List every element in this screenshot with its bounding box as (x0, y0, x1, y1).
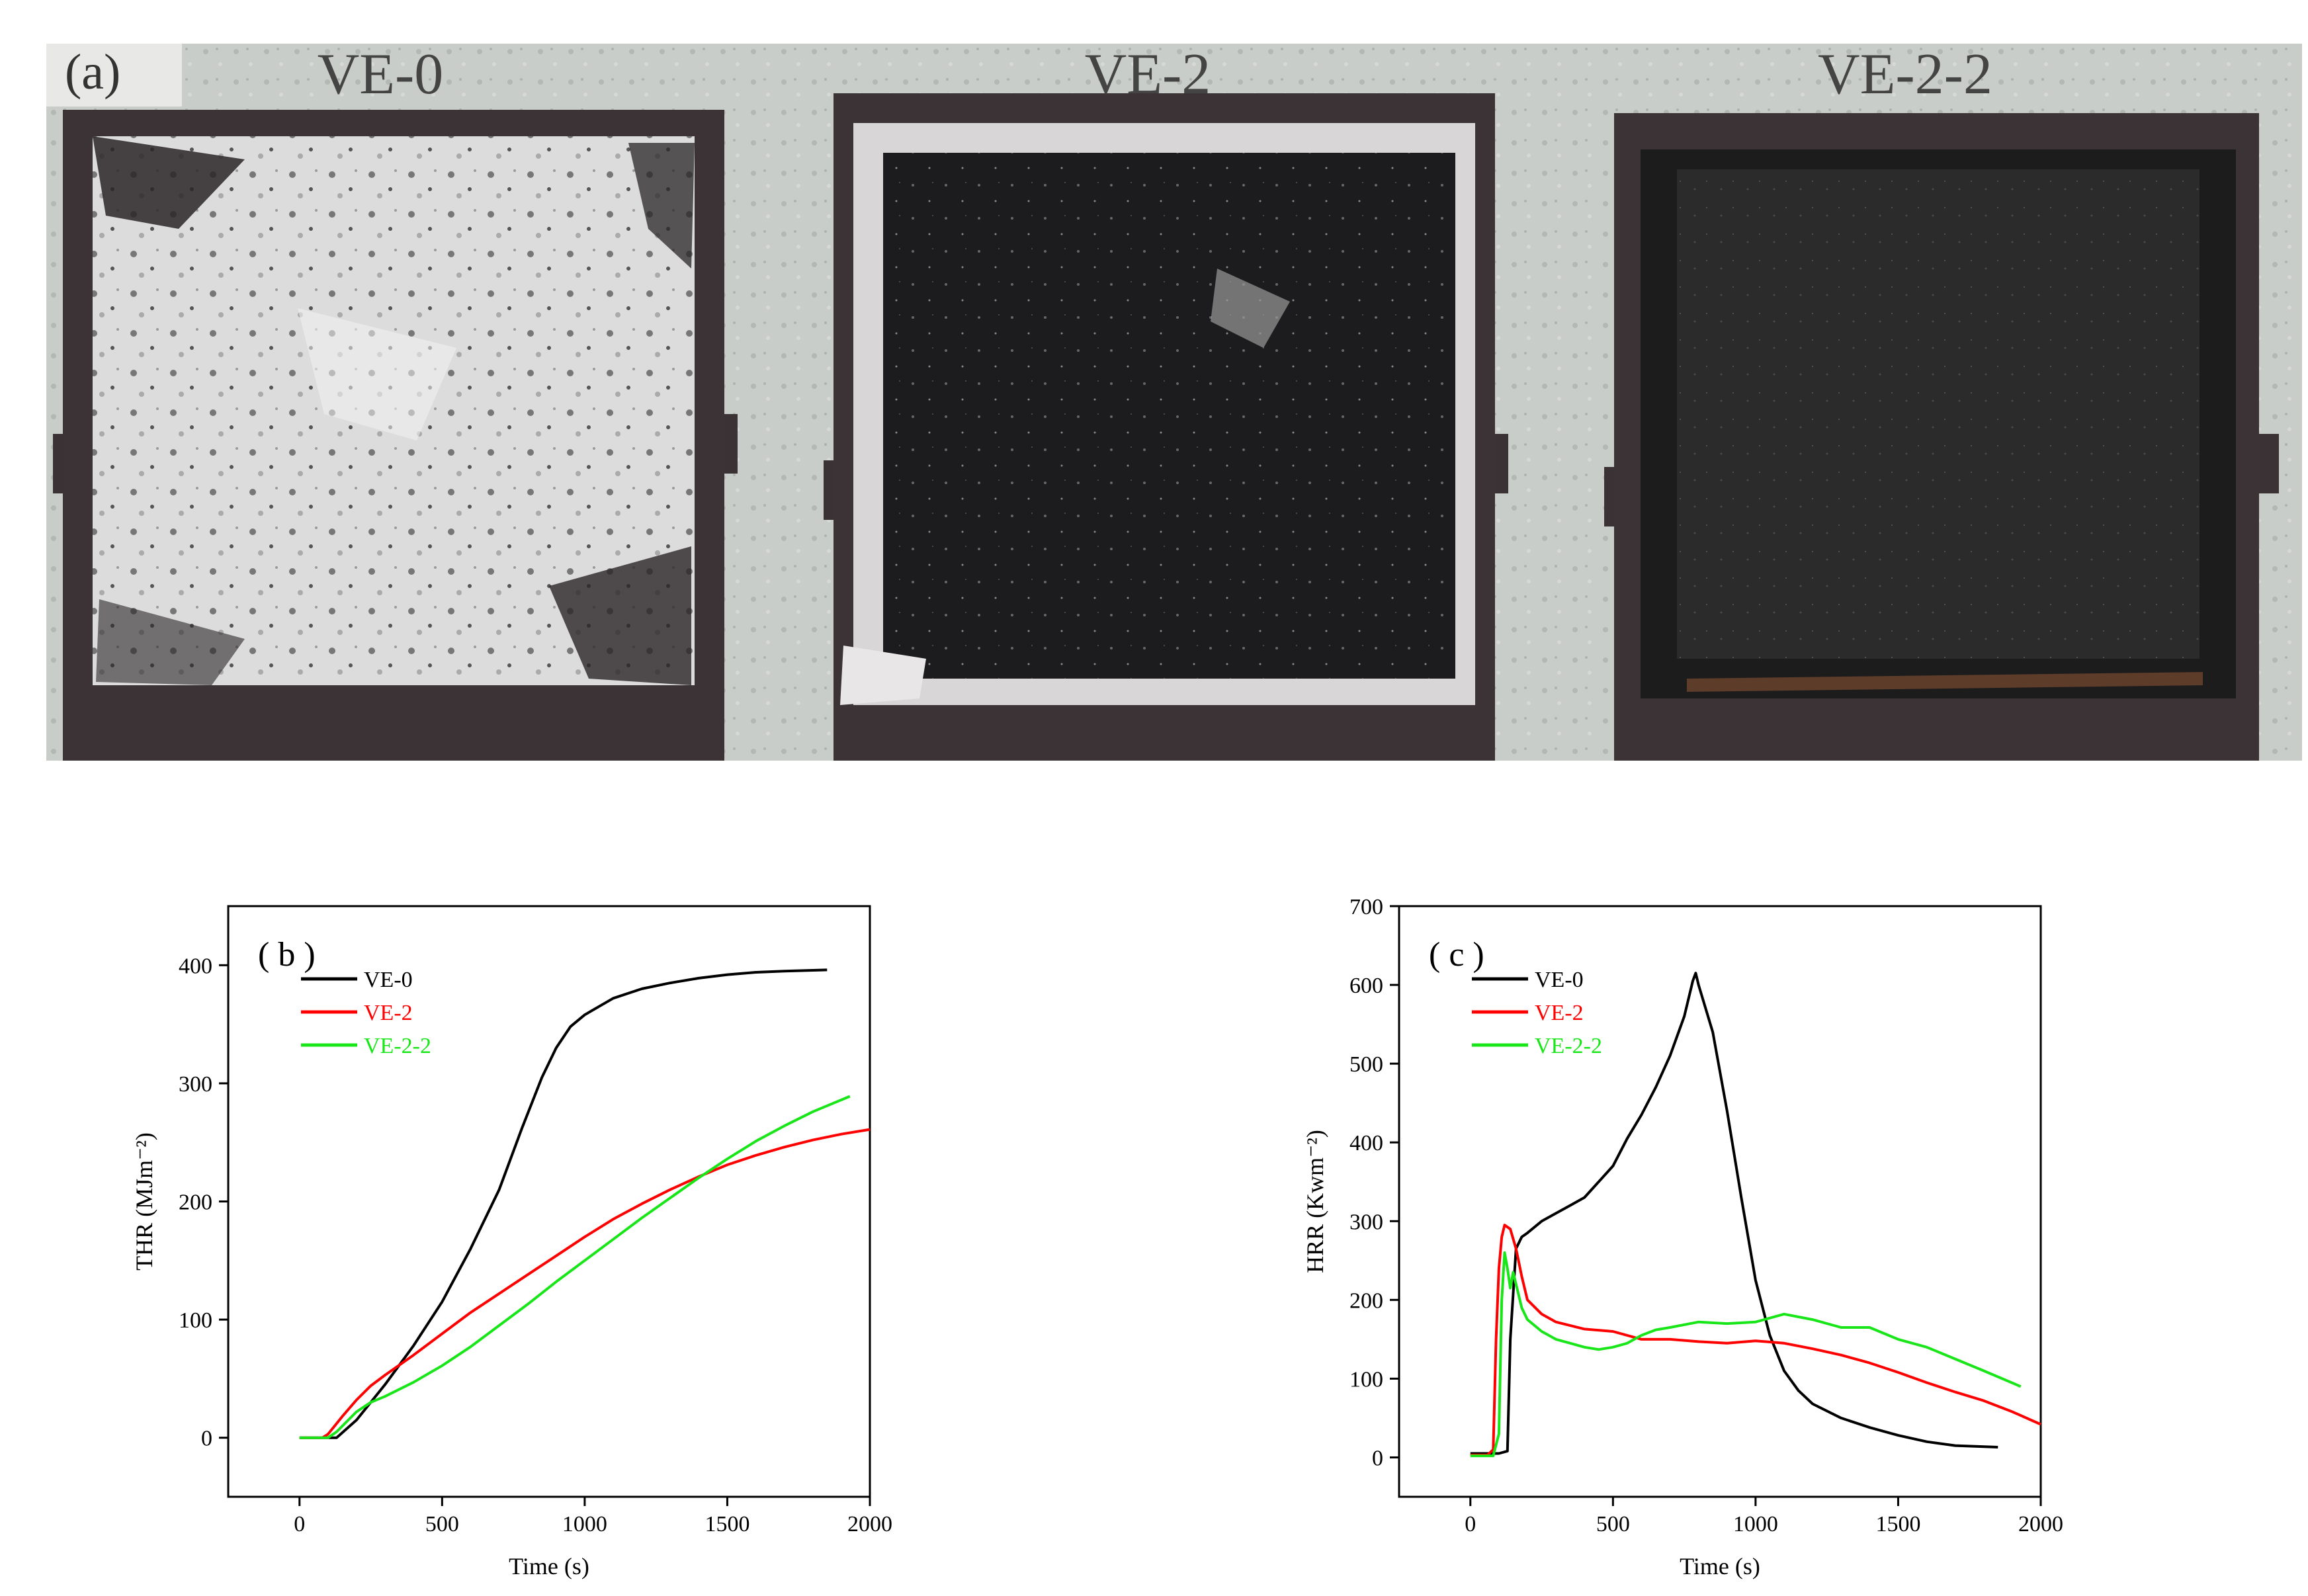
hrr-chart: 0 500 1000 1500 2000 0 100 200 300 400 500 600 700 Ti… (1290, 886, 2216, 1591)
thr-x-tick-label: 1000 (562, 1512, 607, 1536)
sample-label-ve-2-2: VE-2-2 (1818, 44, 1992, 106)
hrr-panel-label: ( c ) (1429, 936, 1484, 974)
hrr-x-tick-label: 0 (1465, 1512, 1476, 1536)
hrr-y-tick-label: 600 (1349, 974, 1383, 998)
thr-y-tick-label: 0 (201, 1427, 212, 1451)
thr-chart-svg: 0 500 1000 1500 2000 0 100 200 300 400 Time (s) THR… (131, 905, 892, 1579)
thr-x-tick-label: 500 (425, 1512, 459, 1536)
hrr-x-tick-label: 1000 (1733, 1512, 1778, 1536)
thr-series-ve-2-2-line (299, 1095, 851, 1439)
thr-panel-label: ( b ) (258, 936, 316, 974)
hrr-series-ve-0-line (1470, 972, 1998, 1455)
hrr-x-tick-label: 1500 (1875, 1512, 1920, 1536)
tray-ve-2-2 (1604, 113, 2279, 768)
hrr-y-tick-label: 400 (1349, 1131, 1383, 1155)
hrr-y-tick-label: 500 (1349, 1052, 1383, 1077)
hrr-series-ve-2-line (1470, 1224, 2041, 1456)
thr-legend-label-ve-2-2: VE-2-2 (364, 1034, 431, 1058)
thr-y-tick-label: 300 (179, 1072, 212, 1097)
thr-y-tick-label: 100 (179, 1308, 212, 1333)
hrr-y-tick-label: 300 (1349, 1210, 1383, 1234)
tray-ve-2 (824, 93, 1508, 775)
thr-x-tick-label: 1500 (705, 1512, 749, 1536)
thr-plot-frame (227, 905, 871, 1498)
thr-x-tick-label: 2000 (847, 1512, 892, 1536)
hrr-y-axis-label: HRR (Kwm⁻²) (1302, 1130, 1328, 1273)
hrr-legend-label-ve-2-2: VE-2-2 (1535, 1034, 1602, 1058)
hrr-y-tick-label: 200 (1349, 1288, 1383, 1313)
thr-series-ve-0-line (299, 968, 828, 1439)
hrr-series-ve-2-2-line (1470, 1251, 2022, 1458)
hrr-legend-label-ve-0: VE-0 (1535, 968, 1584, 992)
tray-ve-0 (53, 110, 738, 771)
sample-label-ve-2: VE-2 (1085, 44, 1211, 106)
hrr-x-tick-label: 2000 (2018, 1512, 2063, 1536)
hrr-y-tick-label: 100 (1349, 1367, 1383, 1392)
hrr-y-tick-label: 700 (1349, 895, 1383, 919)
thr-y-tick-label: 200 (179, 1191, 212, 1215)
hrr-plot-frame (1398, 905, 2042, 1498)
thr-legend-label-ve-0: VE-0 (364, 968, 413, 992)
thr-x-tick-label: 0 (294, 1512, 305, 1536)
sample-label-ve-0: VE-0 (318, 44, 444, 106)
residue-photo-panel: (a) VE-0 VE-2 VE-2-2 (46, 42, 2302, 775)
hrr-x-axis-label: Time (s) (1680, 1553, 1760, 1579)
hrr-chart-svg: 0 500 1000 1500 2000 0 100 200 300 400 500 600 700 Ti… (1302, 895, 2063, 1579)
thr-legend-label-ve-2: VE-2 (364, 1001, 413, 1025)
hrr-x-tick-label: 500 (1596, 1512, 1630, 1536)
hrr-legend-label-ve-2: VE-2 (1535, 1001, 1584, 1025)
thr-y-tick-label: 400 (179, 954, 212, 978)
hrr-y-tick-label: 0 (1372, 1446, 1383, 1470)
thr-series-ve-2-line (299, 1128, 871, 1439)
residue-photo: (a) VE-0 VE-2 VE-2-2 (46, 42, 2302, 775)
thr-x-axis-label: Time (s) (509, 1553, 589, 1579)
panel-label-box (46, 44, 182, 106)
thr-y-axis-label: THR (MJm⁻²) (131, 1132, 157, 1271)
thr-chart: 0 500 1000 1500 2000 0 100 200 300 400 Time (s) THR… (119, 886, 1045, 1591)
panel-a-label: (a) (65, 44, 120, 100)
